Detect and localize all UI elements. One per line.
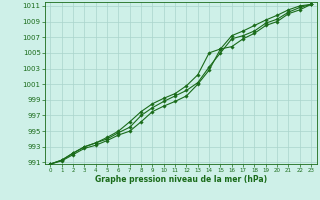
- X-axis label: Graphe pression niveau de la mer (hPa): Graphe pression niveau de la mer (hPa): [95, 175, 267, 184]
